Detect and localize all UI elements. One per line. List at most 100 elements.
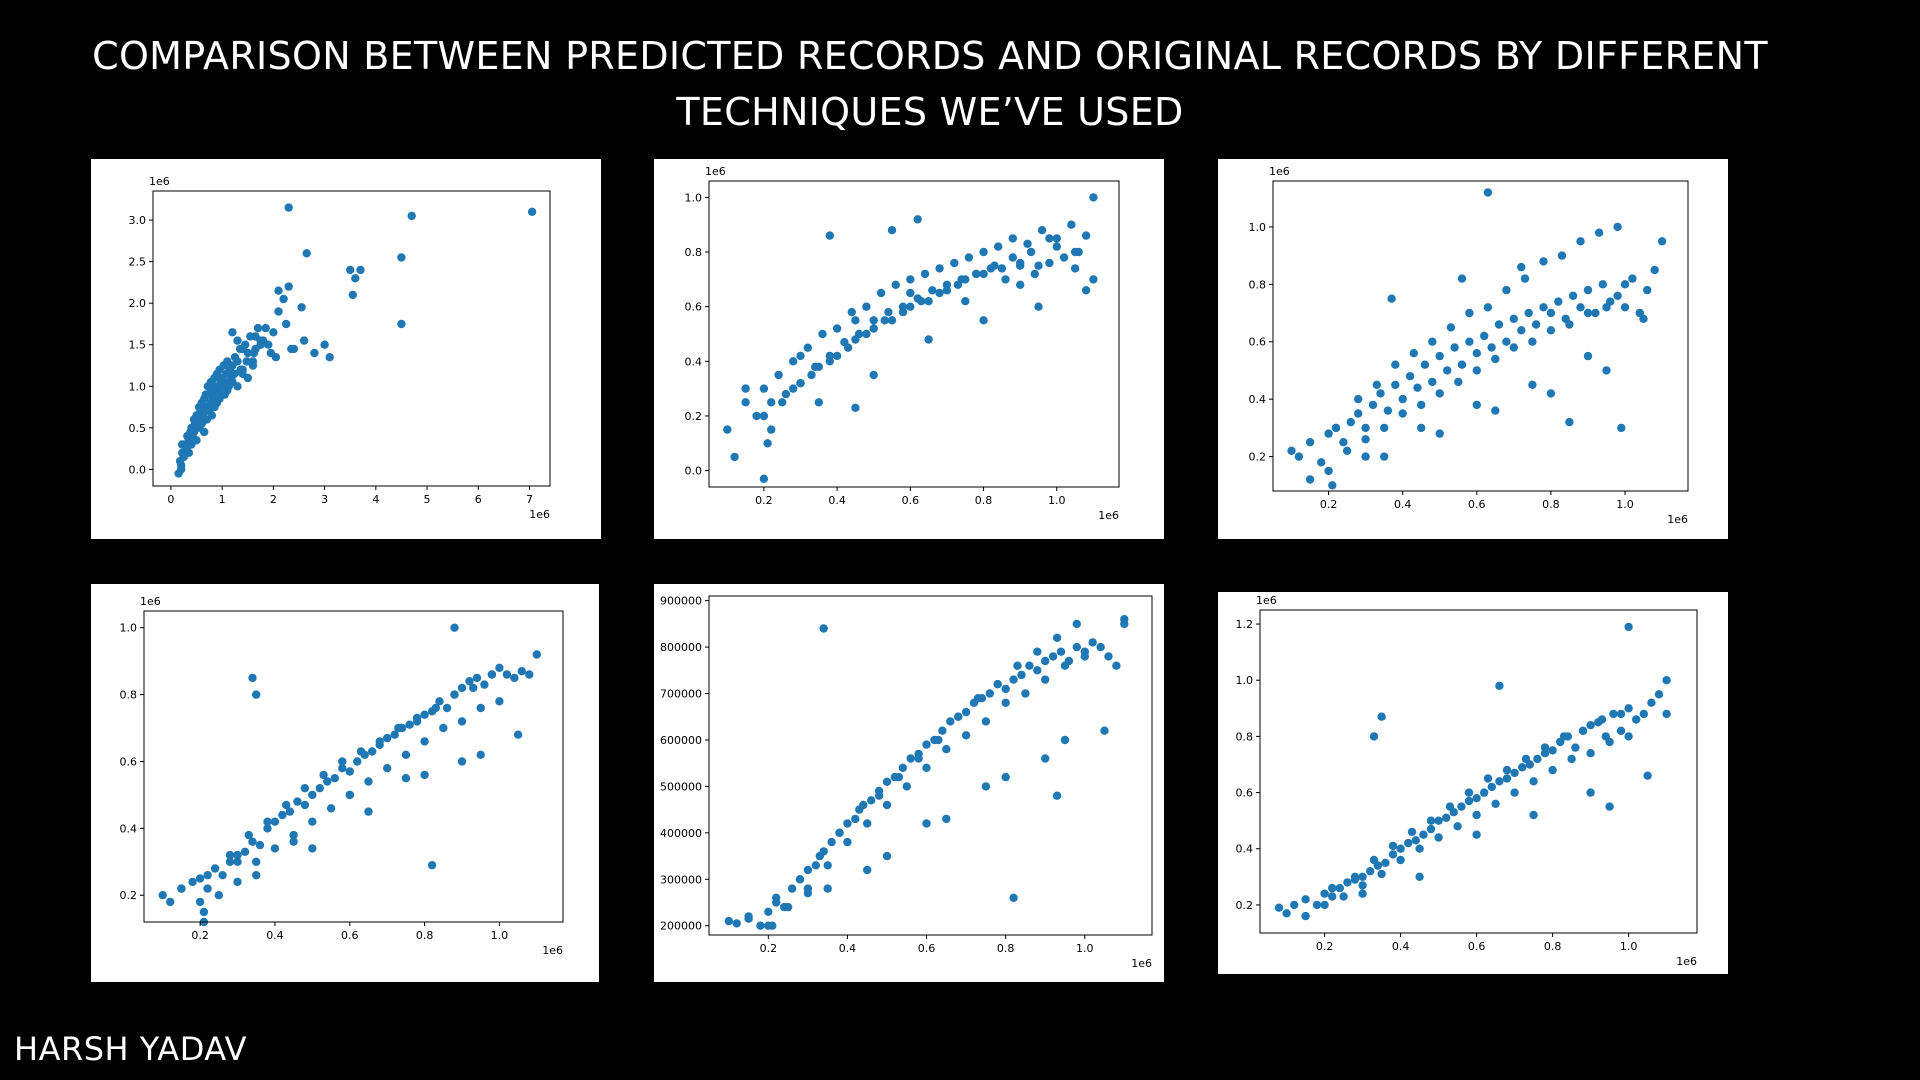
chart-6-point [1396, 855, 1405, 865]
chart-2-point [1037, 226, 1047, 235]
chart-5-x-tick-label: 0.4 [839, 942, 857, 955]
chart-1-point [287, 344, 296, 354]
chart-4-point [308, 844, 317, 853]
chart-5-point [882, 777, 892, 786]
chart-3-point [1443, 366, 1452, 375]
chart-3-point [1387, 294, 1396, 303]
chart-4-y-tick-label: 0.8 [120, 689, 138, 702]
chart-6-y-offset-label: 1e6 [1256, 594, 1277, 607]
chart-1-point [195, 415, 204, 424]
scatter-plot-1: 0 1 2 3 4 5 6 7 0.0 0.5 1.0 1.5 2.0 2.5 3.0 1e6 1e6 [129, 175, 551, 521]
chart-6-point [1609, 709, 1618, 719]
chart-3-point [1342, 446, 1352, 455]
chart-3-point [1509, 343, 1518, 352]
chart-6-point [1415, 872, 1424, 881]
chart-5-point [1056, 647, 1066, 656]
chart-3-point [1391, 380, 1400, 389]
chart-1-y-tick-label: 0.5 [129, 422, 147, 435]
chart-6-point [1533, 754, 1542, 764]
chart-1-point [243, 373, 252, 383]
chart-1-point [228, 328, 237, 337]
chart-5-x-tick-label: 1.0 [1076, 942, 1094, 955]
chart-1-point [184, 448, 194, 457]
chart-6-point [1290, 900, 1299, 910]
chart-2-point [1008, 253, 1017, 262]
chart-5-point [954, 712, 963, 721]
chart-1-point [248, 361, 258, 370]
chart-1-y-tick-label: 0.0 [129, 463, 147, 476]
chart-4-point [375, 737, 384, 746]
chart-6-point [1358, 881, 1367, 890]
chart-5-point [1009, 675, 1018, 684]
chart-5-point [1100, 726, 1109, 735]
chart-6-point [1301, 911, 1310, 921]
chart-4-point [225, 850, 235, 860]
chart-3-point [1405, 372, 1415, 381]
chart-3-point [1361, 423, 1370, 433]
chart-1-point [274, 307, 283, 316]
chart-2-point [814, 398, 823, 407]
author-name: HARSH YADAV [14, 1030, 247, 1068]
chart-4-point [330, 774, 339, 783]
chart-2-y-tick-label: 0.0 [685, 465, 703, 478]
chart-1-point [325, 353, 334, 362]
chart-3-point [1576, 237, 1585, 246]
chart-2-point [825, 231, 834, 240]
chart-3-point [1361, 452, 1370, 461]
chart-4-point [412, 713, 422, 723]
chart-4-point [345, 790, 354, 800]
chart-1-axes-frame [152, 190, 551, 487]
chart-6-point [1548, 765, 1557, 775]
chart-3-point [1380, 423, 1389, 433]
chart-2-point [1059, 253, 1069, 262]
chart-4-point [476, 703, 485, 713]
chart-3-point [1494, 320, 1504, 329]
chart-2-point [961, 275, 970, 284]
chart-4-point [300, 800, 310, 810]
chart-6-y-tick-label: 1.0 [1236, 674, 1254, 687]
chart-3-point [1598, 280, 1607, 289]
chart-5-y-tick-label: 500000 [660, 780, 702, 793]
chart-4-point [439, 723, 448, 733]
chart-1-point [230, 369, 239, 378]
chart-4-point [450, 623, 459, 632]
chart-1-point [269, 328, 278, 337]
chart-5-point [843, 819, 852, 828]
chart-5-point [898, 763, 907, 772]
chart-6-point [1540, 743, 1550, 752]
chart-5-point [973, 694, 983, 703]
chart-5-point [1052, 633, 1062, 642]
chart-4-point [188, 877, 197, 887]
chart-5-point [732, 919, 741, 928]
chart-4-point [420, 770, 429, 780]
chart-1-y-tick-label: 3.0 [129, 214, 147, 227]
chart-2-point [1089, 275, 1098, 284]
chart-6-point [1571, 743, 1580, 752]
chart-5-point [803, 865, 813, 875]
chart-5-y-tick-label: 200000 [660, 920, 702, 933]
chart-5-point [1009, 893, 1018, 902]
chart-6-point [1434, 833, 1443, 842]
chart-5-point [863, 819, 872, 828]
chart-6-point [1605, 802, 1614, 811]
chart-2-point [1034, 261, 1043, 270]
chart-4-point [383, 764, 392, 773]
chart-3-point [1539, 257, 1548, 266]
chart-4-point [263, 824, 272, 833]
chart-5-point [819, 624, 828, 633]
chart-1-x-offset-label: 1e6 [529, 508, 550, 521]
chart-1-point [397, 319, 406, 329]
chart-3-point [1472, 349, 1481, 358]
chart-3-point [1628, 274, 1637, 283]
chart-1-point [177, 461, 186, 470]
chart-6-point [1415, 844, 1424, 853]
chart-2-point [924, 297, 933, 306]
chart-3-point [1517, 262, 1526, 272]
chart-4-point [203, 884, 212, 893]
chart-4-point [465, 677, 474, 686]
chart-3-point [1583, 285, 1593, 295]
chart-2-point [789, 357, 798, 366]
chart-4-point [338, 757, 347, 766]
chart-1-y-tick-label: 2.0 [129, 297, 147, 310]
chart-6-y-tick-label: 0.4 [1236, 843, 1254, 856]
